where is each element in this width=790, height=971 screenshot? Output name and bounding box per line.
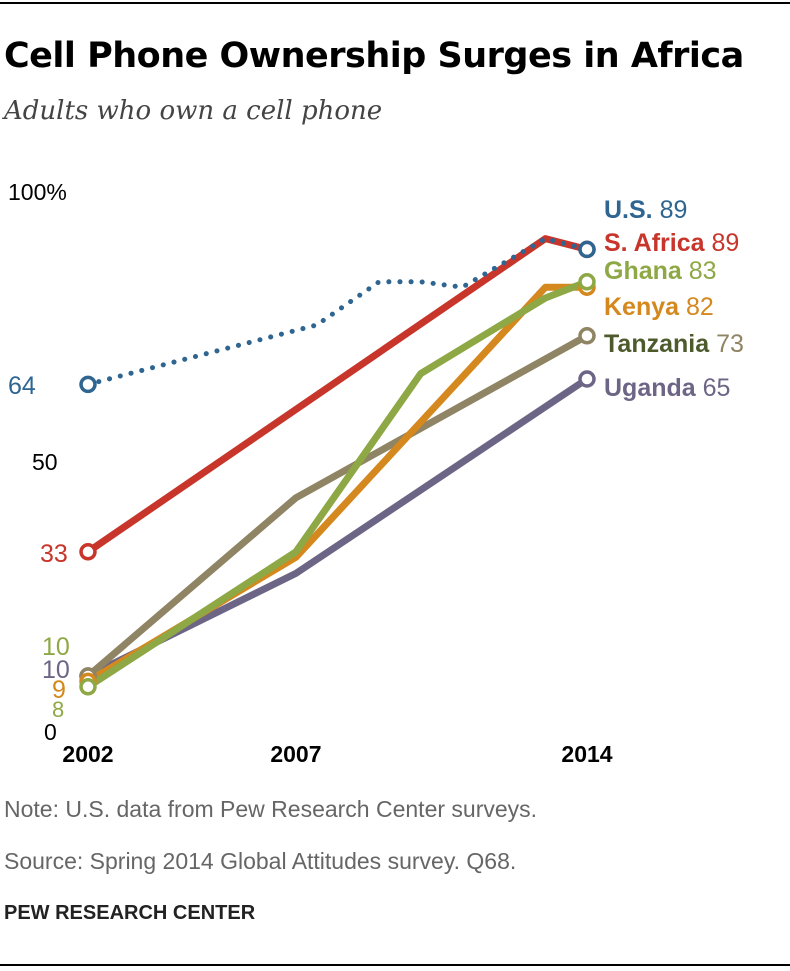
- series-line-tanzania: [84, 332, 591, 680]
- series-line-uganda: [84, 375, 591, 680]
- end-label-name-s-africa: S. Africa: [604, 229, 711, 257]
- chart-subtitle: Adults who own a cell phone: [4, 96, 383, 126]
- x-tick-label-2002: 2002: [62, 741, 113, 767]
- end-label-value-u-s: 89: [660, 196, 688, 224]
- marker-tanzania-end: [578, 327, 596, 345]
- series-line-ghana: [84, 278, 591, 691]
- end-label-tanzania: Tanzania 73: [604, 330, 744, 358]
- end-label-u-s: U.S. 89: [604, 196, 687, 224]
- end-label-name-uganda: Uganda: [604, 374, 703, 402]
- marker-ghana-end: [578, 273, 596, 291]
- bottom-rule: [0, 964, 790, 966]
- end-label-name-ghana: Ghana: [604, 257, 689, 285]
- x-tick-label-2014: 2014: [561, 741, 612, 767]
- chart-title: Cell Phone Ownership Surges in Africa: [4, 36, 744, 76]
- end-label-value-s-africa: 89: [711, 229, 739, 257]
- start-label-uganda: 10: [42, 656, 70, 684]
- start-label-u-s: 64: [8, 372, 36, 400]
- marker-u-s-start: [79, 375, 97, 394]
- series-line-s-africa: [84, 235, 591, 556]
- end-label-value-ghana: 83: [689, 257, 717, 285]
- series-line-kenya: [84, 283, 591, 685]
- end-label-value-tanzania: 73: [716, 330, 744, 358]
- end-label-kenya: Kenya 82: [604, 293, 714, 321]
- end-label-value-kenya: 82: [686, 293, 714, 321]
- start-label-tanzania: 10: [42, 633, 70, 661]
- end-label-ghana: Ghana 83: [604, 257, 717, 285]
- end-label-uganda: Uganda 65: [604, 374, 730, 402]
- top-rule: [0, 2, 790, 4]
- y-tick-label-0: 0: [44, 719, 57, 745]
- marker-u-s-end: [578, 240, 596, 259]
- marker-s-africa-start: [79, 543, 97, 561]
- source-note: Source: Spring 2014 Global Attitudes sur…: [4, 848, 517, 874]
- start-label-kenya: 9: [52, 676, 66, 704]
- marker-ghana-start: [79, 678, 97, 696]
- y-tick-label-50: 50: [32, 449, 58, 475]
- start-label-s-africa: 33: [40, 540, 68, 568]
- org-credit: PEW RESEARCH CENTER: [4, 902, 256, 924]
- series-line-u-s: [85, 236, 590, 387]
- end-label-value-uganda: 65: [703, 374, 731, 402]
- y-tick-label-100: 100%: [8, 179, 67, 205]
- start-label-ghana: 8: [52, 697, 64, 722]
- footnote: Note: U.S. data from Pew Research Center…: [4, 796, 538, 822]
- end-label-s-africa: S. Africa 89: [604, 229, 739, 257]
- marker-uganda-end: [578, 370, 596, 388]
- end-label-name-tanzania: Tanzania: [604, 330, 716, 358]
- end-label-name-kenya: Kenya: [604, 293, 686, 321]
- x-tick-label-2007: 2007: [270, 741, 321, 767]
- end-label-name-u-s: U.S.: [604, 196, 660, 224]
